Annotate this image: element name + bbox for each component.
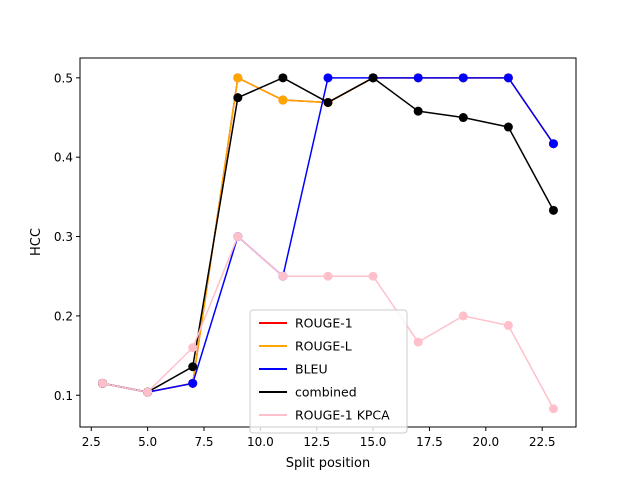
- data-point-combined: [278, 73, 288, 83]
- data-point-rouge-1-kpca: [143, 387, 153, 397]
- data-point-rouge-1-kpca: [548, 404, 558, 414]
- y-tick-label: 0.4: [54, 151, 73, 165]
- y-tick-label: 0.2: [54, 309, 73, 323]
- data-point-bleu: [458, 73, 468, 83]
- data-point-rouge-1-kpca: [413, 337, 423, 347]
- x-axis-label: Split position: [286, 456, 370, 471]
- data-point-rouge-1-kpca: [278, 271, 288, 281]
- data-point-combined: [233, 93, 243, 103]
- data-point-rouge-l: [233, 73, 243, 83]
- data-point-combined: [323, 97, 333, 107]
- x-axis-ticks: 2.5 5.0 7.5 10.0 12.5 15.0 17.5 20.0 22.5: [82, 427, 556, 449]
- data-point-rouge-1-kpca: [458, 311, 468, 321]
- data-point-rouge-1-kpca: [98, 378, 108, 388]
- x-tick-label: 15.0: [360, 435, 387, 449]
- x-tick-label: 20.0: [472, 435, 499, 449]
- x-tick-label: 2.5: [82, 435, 101, 449]
- y-tick-label: 0.5: [54, 71, 73, 85]
- legend-label: ROUGE-1: [295, 316, 353, 331]
- y-axis-label: HCC: [29, 228, 44, 256]
- x-tick-label: 5.0: [138, 435, 157, 449]
- data-point-bleu: [413, 73, 423, 83]
- data-point-combined: [413, 106, 423, 116]
- x-tick-label: 17.5: [416, 435, 443, 449]
- data-point-bleu: [548, 139, 558, 149]
- data-point-bleu: [188, 378, 198, 388]
- data-point-rouge-1-kpca: [233, 232, 243, 242]
- x-tick-label: 12.5: [303, 435, 330, 449]
- data-point-rouge-1-kpca: [323, 271, 333, 281]
- legend-label: BLEU: [295, 362, 328, 377]
- x-tick-label: 22.5: [529, 435, 556, 449]
- x-tick-label: 10.0: [247, 435, 274, 449]
- data-point-combined: [503, 122, 513, 132]
- y-tick-label: 0.1: [54, 389, 73, 403]
- legend-label: ROUGE-1 KPCA: [295, 408, 390, 423]
- y-tick-label: 0.3: [54, 230, 73, 244]
- data-point-rouge-1-kpca: [503, 320, 513, 330]
- plot-lines: [98, 73, 558, 414]
- data-point-rouge-l: [278, 95, 288, 105]
- x-tick-label: 7.5: [194, 435, 213, 449]
- legend-box: [249, 309, 408, 434]
- data-point-combined: [368, 73, 378, 83]
- data-point-bleu: [503, 73, 513, 83]
- data-point-rouge-1-kpca: [368, 271, 378, 281]
- data-point-combined: [548, 205, 558, 215]
- series-rouge-1-kpca: [98, 232, 558, 414]
- data-point-bleu: [323, 73, 333, 83]
- data-point-combined: [188, 362, 198, 372]
- data-point-rouge-1-kpca: [188, 343, 198, 353]
- data-point-combined: [458, 113, 468, 123]
- legend-label: combined: [295, 385, 357, 400]
- y-axis-ticks: 0.1 0.2 0.3 0.4 0.5: [54, 71, 80, 403]
- legend-label: ROUGE-L: [295, 339, 352, 354]
- legend: ROUGE-1 ROUGE-L BLEU combined ROUGE-1 KPCA: [249, 309, 408, 434]
